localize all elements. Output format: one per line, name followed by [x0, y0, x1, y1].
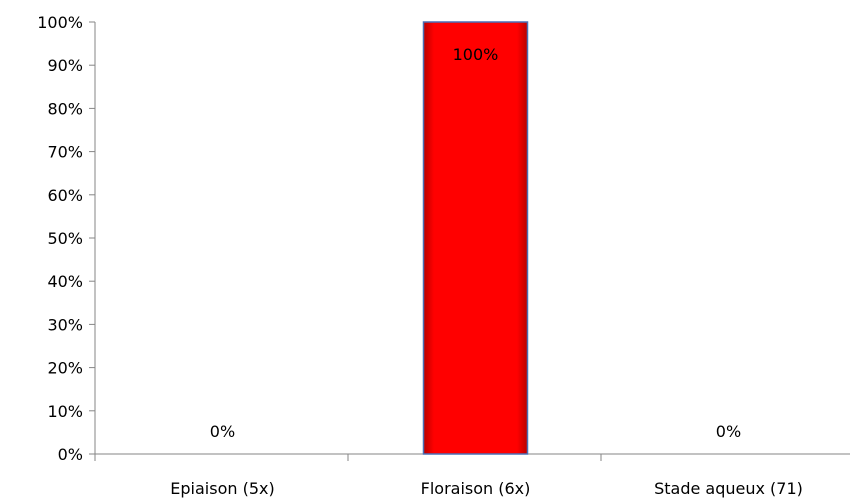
axes	[89, 21, 850, 461]
y-tick-label: 20%	[47, 359, 83, 378]
y-tick-label: 60%	[47, 186, 83, 205]
bars	[422, 21, 529, 455]
y-tick-label: 0%	[58, 445, 83, 464]
x-category-label: Stade aqueux (71)	[654, 479, 803, 498]
x-category-label: Epiaison (5x)	[170, 479, 274, 498]
bar	[422, 21, 529, 455]
y-tick-label: 50%	[47, 229, 83, 248]
y-tick-label: 10%	[47, 402, 83, 421]
y-tick-label: 90%	[47, 56, 83, 75]
labels: 0% 10% 20% 30% 40% 50% 60% 70% 80% 90% 100% 0% Epiai…	[37, 13, 803, 498]
data-label: 100%	[453, 45, 499, 64]
data-label: 0%	[716, 422, 741, 441]
y-tick-label: 70%	[47, 143, 83, 162]
data-label: 0%	[210, 422, 235, 441]
y-tick-label: 80%	[47, 99, 83, 118]
y-tick-label: 100%	[37, 13, 83, 32]
y-tick-label: 40%	[47, 272, 83, 291]
x-category-label: Floraison (6x)	[421, 479, 531, 498]
y-tick-label: 30%	[47, 315, 83, 334]
